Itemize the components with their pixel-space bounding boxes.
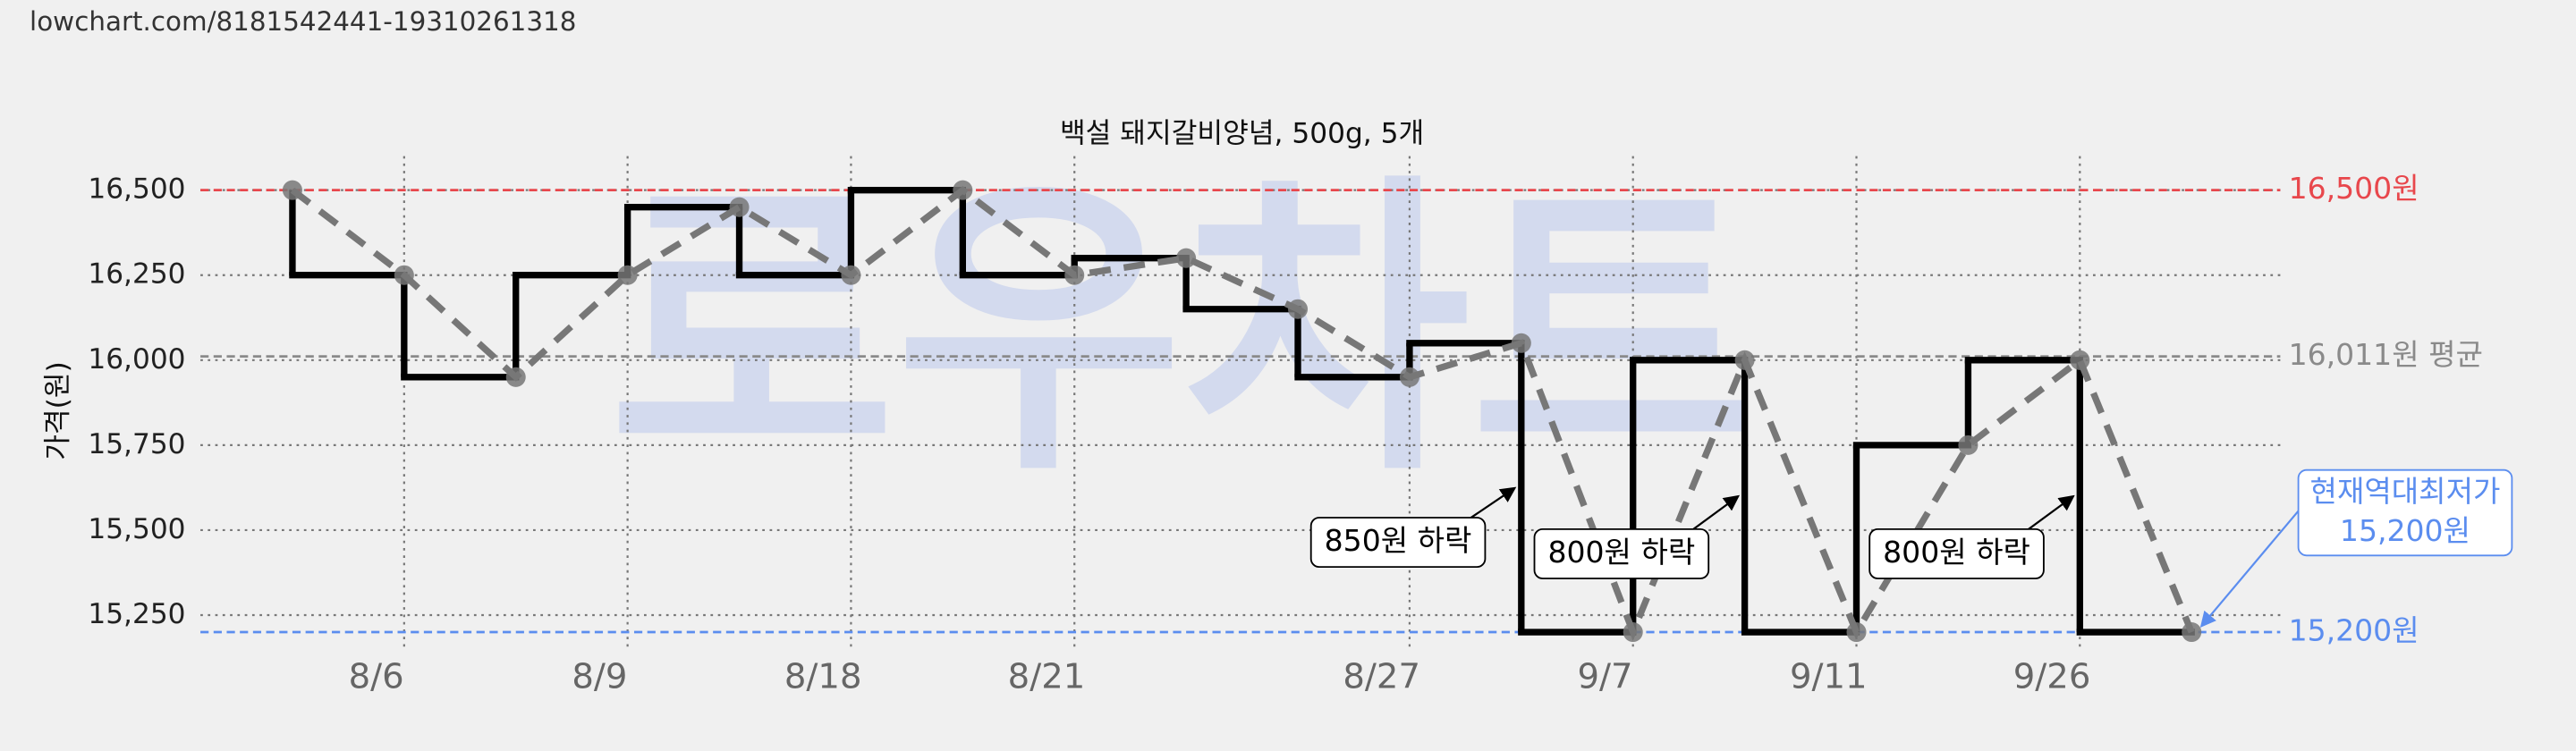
y-axis-label: 가격(원) [42, 361, 74, 460]
y-tick-label: 16,500 [88, 173, 185, 206]
point [282, 180, 302, 200]
annotation-box [2297, 468, 2513, 557]
annotation-text: 850원 하락 [1325, 523, 1472, 558]
trend-line [290, 186, 2195, 641]
point [1958, 435, 1979, 455]
point [1288, 299, 1309, 319]
page-url: lowchart.com/8181542441-19310261318 [30, 6, 576, 37]
x-tick-label: 8/18 [784, 657, 862, 697]
point [2182, 621, 2202, 643]
x-tick-label: 9/7 [1577, 657, 1632, 697]
watermark: 로우차트 [608, 150, 1757, 513]
y-tick-label: 15,250 [88, 598, 185, 630]
annotation-box [1309, 517, 1487, 569]
chart-title: 백설 돼지갈비양념, 500g, 5개 [1060, 118, 1424, 150]
point [1734, 350, 1755, 370]
annotation-text: 현재역대최저가 [2310, 474, 2501, 509]
point [729, 197, 750, 217]
reference-label: 16,011원 평균 [2289, 337, 2483, 372]
annotation-box [1868, 527, 2045, 579]
point [841, 265, 861, 285]
y-tick-label: 15,750 [88, 428, 185, 460]
point [1511, 333, 1531, 353]
point [2070, 350, 2090, 370]
x-tick-label: 8/27 [1343, 657, 1420, 697]
y-tick-label: 16,000 [88, 343, 185, 376]
x-tick-label: 8/21 [1008, 657, 1086, 697]
annotation-box [1533, 527, 1710, 579]
point [1623, 621, 1643, 643]
reference-label: 16,500원 [2289, 171, 2419, 206]
x-tick-label: 8/6 [349, 657, 404, 697]
point [617, 265, 638, 285]
point [1064, 265, 1085, 285]
point [1399, 367, 1419, 387]
annotation-text: 15,200원 [2340, 513, 2470, 548]
y-tick-label: 16,250 [88, 258, 185, 291]
point [953, 180, 973, 200]
annotation-text: 800원 하락 [1547, 535, 1695, 570]
y-tick-label: 15,500 [88, 513, 185, 545]
reference-label: 15,200원 [2289, 613, 2419, 648]
point [1176, 248, 1197, 268]
point [505, 367, 526, 387]
x-tick-label: 9/11 [1790, 657, 1868, 697]
point [394, 265, 414, 285]
x-tick-label: 9/26 [2013, 657, 2091, 697]
x-tick-label: 8/9 [572, 657, 627, 697]
point [1846, 621, 1867, 643]
annotation-text: 800원 하락 [1883, 535, 2030, 570]
